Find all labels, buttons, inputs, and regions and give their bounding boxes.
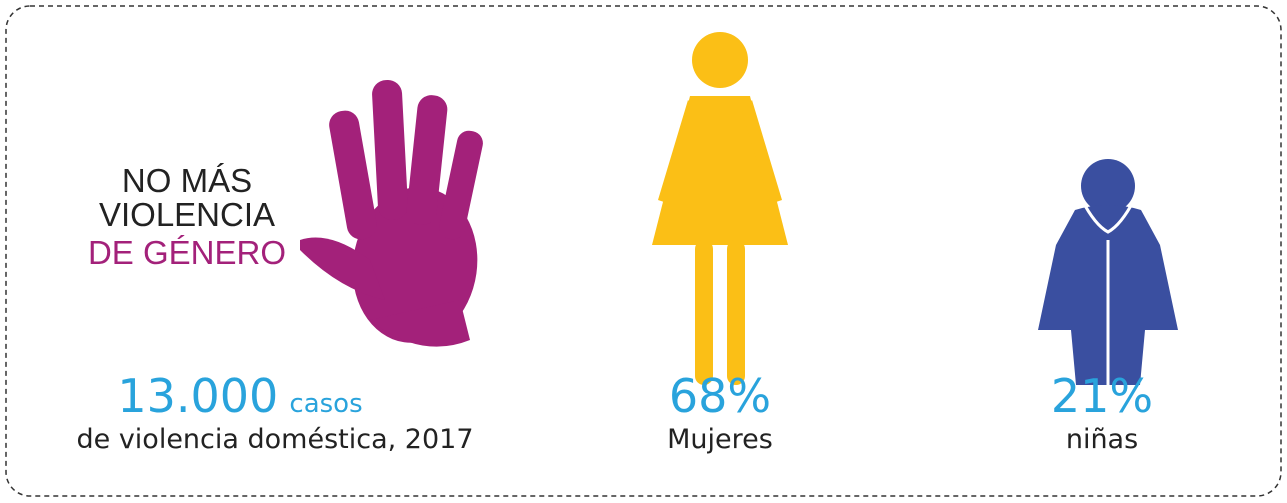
stat-label: niñas (1066, 424, 1138, 455)
heading-line: DE GÉNERO (88, 234, 286, 271)
stat-unit: casos (289, 389, 362, 419)
stat-figure: 21% (1051, 369, 1153, 423)
woman-icon (652, 32, 788, 385)
stat-label: de violencia doméstica, 2017 (76, 424, 473, 455)
heading-line: VIOLENCIA (99, 196, 275, 233)
stat-figure: 13.000 (117, 369, 278, 423)
child-icon (1038, 159, 1178, 385)
stat-line: 13.000 casos (117, 369, 362, 423)
hand-print (300, 79, 487, 351)
stat-label: Mujeres (667, 424, 773, 455)
infographic: NO MÁS VIOLENCIA DE GÉNERO 13.000 casos … (0, 0, 1287, 503)
heading-line: NO MÁS (122, 162, 252, 199)
stat-figure: 68% (669, 369, 771, 423)
